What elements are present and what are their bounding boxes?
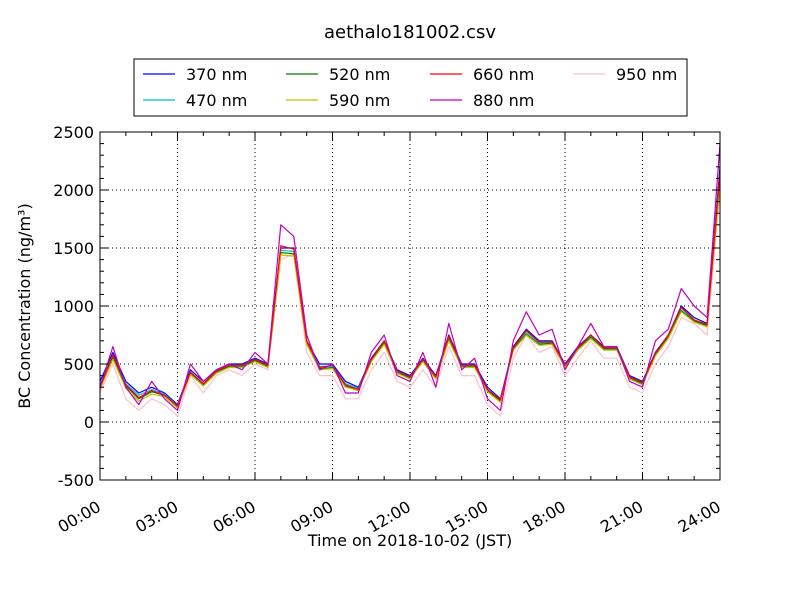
series-line-880-nm [99,143,721,411]
x-tick-label: 24:00 [675,497,724,537]
grid [100,132,720,480]
x-tick-label: 00:00 [55,497,104,537]
legend: 370 nm 470 nm 520 nm 590 nm 660 nm 880 nm 950 … [133,58,688,117]
y-tick-label: 500 [63,355,94,374]
x-tick-label: 06:00 [210,497,259,537]
y-tick-label: 1500 [53,239,94,258]
legend-label: 520 nm [329,65,390,84]
legend-label: 660 nm [473,65,534,84]
series-lines [99,143,721,417]
x-tick-label: 18:00 [520,497,569,537]
y-tick-label: 0 [84,413,94,432]
chart-title: aethalo181002.csv [324,22,496,43]
x-tick-label: 21:00 [597,497,646,537]
y-tick-label: 2000 [53,181,94,200]
series-line-590-nm [99,184,721,409]
ticks [99,131,721,481]
x-axis-label: Time on 2018-10-02 (JST) [307,531,512,550]
legend-label: 950 nm [616,65,677,84]
series-line-950-nm [99,189,721,417]
y-axis-label: BC Concentration (ng/m³) [15,203,34,408]
legend-box [133,58,688,117]
legend-label: 880 nm [473,91,534,110]
y-tick-label: 2500 [53,123,94,142]
y-tick-label: 1000 [53,297,94,316]
legend-label: 470 nm [186,91,247,110]
series-line-660-nm [99,172,721,407]
legend-label: 590 nm [329,91,390,110]
legend-label: 370 nm [186,65,247,84]
y-tick-label: -500 [58,471,94,490]
x-tick-label: 03:00 [132,497,181,537]
